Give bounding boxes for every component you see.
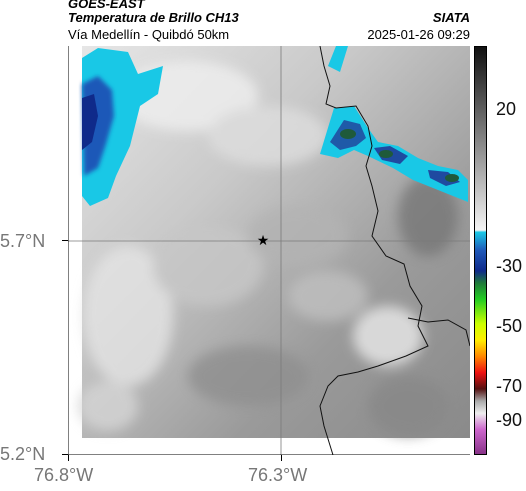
satellite-title: GOES-EAST	[68, 0, 145, 11]
region-subtitle: Vía Medellín - Quibdó 50km	[68, 27, 230, 42]
colorbar-tick-minus70: -70	[496, 376, 523, 396]
satellite-map: ★	[62, 45, 471, 456]
datetime-label: 2025-01-26 09:29	[367, 27, 470, 42]
location-star-icon: ★	[257, 233, 270, 249]
colorbar-tick-minus90: -90	[496, 410, 523, 430]
map-canvas: ★	[62, 45, 471, 456]
lat-label-5-7: 5.7°N	[0, 231, 46, 251]
lat-tick	[62, 240, 68, 241]
product-title: Temperatura de Brillo CH13	[68, 10, 239, 25]
colorbar-tick-minus30: -30	[496, 256, 523, 276]
colorbar-tick-minus50: -50	[496, 316, 523, 336]
lon-label-76-8: 76.8°W	[34, 465, 94, 485]
boundary-line-east	[407, 317, 471, 347]
boundary-line	[319, 45, 429, 456]
cold-cloud-east	[320, 46, 468, 202]
lon-label-76-3: 76.3°W	[248, 465, 308, 485]
org-label: SIATA	[432, 10, 470, 25]
colorbar-tick-20: 20	[496, 99, 517, 119]
lat-tick	[62, 454, 68, 455]
lat-label-5-2: 5.2°N	[0, 444, 46, 464]
lon-tick	[281, 455, 282, 461]
cold-cloud-west	[82, 48, 163, 206]
lon-tick	[68, 455, 69, 461]
colorbar	[474, 46, 487, 455]
